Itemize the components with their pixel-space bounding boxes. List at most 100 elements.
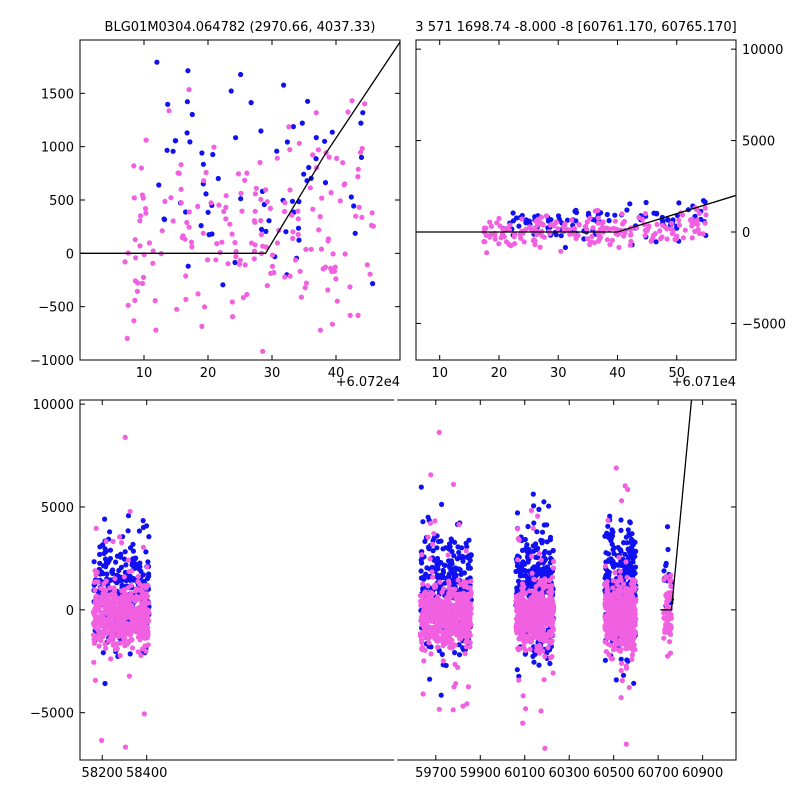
magenta-point: [116, 633, 122, 639]
magenta-point: [525, 635, 532, 641]
magenta-point: [674, 233, 680, 239]
magenta-point: [546, 616, 552, 623]
magenta-point: [436, 706, 442, 712]
magenta-point: [529, 570, 535, 576]
magenta-point: [518, 235, 524, 241]
magenta-point: [542, 633, 548, 639]
magenta-point: [135, 573, 141, 580]
magenta-point: [669, 231, 676, 237]
blue-point: [625, 567, 631, 573]
magenta-point: [139, 280, 146, 286]
blue-point: [461, 570, 467, 576]
blue-point: [618, 527, 624, 534]
magenta-point: [700, 231, 706, 237]
magenta-point: [560, 224, 567, 230]
magenta-point: [453, 628, 459, 634]
magenta-point: [325, 238, 331, 244]
blue-point: [220, 282, 226, 288]
magenta-point: [665, 611, 671, 617]
blue-point: [97, 551, 103, 558]
magenta-point: [537, 648, 544, 654]
magenta-point: [140, 274, 147, 280]
magenta-point: [109, 621, 115, 627]
magenta-point: [619, 498, 625, 504]
blue-point: [543, 570, 549, 577]
magenta-point: [530, 228, 536, 234]
magenta-point: [131, 195, 137, 201]
magenta-point: [430, 613, 436, 620]
magenta-point: [317, 327, 324, 333]
blue-point: [107, 555, 113, 562]
top-right-y-tick-label: −5000: [742, 317, 786, 332]
magenta-point: [330, 251, 336, 257]
magenta-point: [122, 434, 128, 440]
magenta-point: [93, 572, 99, 578]
blue-point: [203, 191, 209, 197]
bottom-y-tick-label: 5000: [41, 501, 74, 516]
magenta-point: [124, 593, 130, 599]
magenta-point: [188, 239, 195, 245]
top-right-x-tick-label: 10: [431, 366, 448, 381]
magenta-point: [214, 241, 220, 247]
magenta-point: [550, 670, 556, 676]
magenta-point: [534, 609, 540, 616]
top-right-panel: 3 571 1698.74 -8.000 -8 [60761.170, 6076…: [415, 20, 786, 390]
magenta-point: [523, 226, 529, 232]
magenta-point: [538, 625, 544, 631]
magenta-point: [127, 508, 133, 515]
magenta-point: [611, 598, 618, 604]
magenta-point: [297, 268, 303, 274]
blue-point: [113, 559, 119, 565]
magenta-point: [313, 110, 319, 116]
magenta-point: [287, 273, 293, 279]
blue-point: [441, 562, 447, 568]
magenta-point: [515, 557, 521, 563]
magenta-point: [629, 652, 636, 658]
magenta-point: [417, 593, 423, 599]
blue-point: [144, 576, 150, 582]
blue-point: [564, 217, 571, 223]
magenta-point: [128, 568, 135, 574]
magenta-point: [129, 602, 135, 609]
blue-point: [522, 651, 528, 657]
blue-point: [468, 552, 474, 558]
magenta-point: [515, 645, 521, 652]
blue-point: [418, 484, 424, 490]
blue-point: [535, 561, 542, 567]
blue-point: [700, 198, 707, 204]
magenta-point: [428, 628, 434, 634]
magenta-point: [435, 644, 441, 650]
magenta-point: [122, 609, 128, 615]
magenta-point: [345, 109, 351, 115]
magenta-point: [122, 621, 128, 627]
magenta-point: [558, 248, 564, 254]
magenta-point: [619, 211, 625, 217]
magenta-point: [612, 218, 619, 224]
magenta-point: [457, 593, 463, 599]
magenta-point: [658, 236, 664, 242]
magenta-point: [615, 641, 621, 647]
magenta-point: [439, 602, 445, 608]
blue-point: [451, 553, 457, 559]
magenta-point: [589, 233, 595, 240]
magenta-point: [536, 581, 542, 587]
blue-point: [123, 562, 129, 568]
magenta-point: [539, 593, 545, 599]
magenta-point: [662, 224, 669, 230]
magenta-point: [526, 599, 532, 605]
blue-point: [516, 223, 522, 229]
magenta-point: [213, 257, 219, 263]
magenta-point: [619, 622, 625, 629]
magenta-point: [170, 218, 176, 224]
magenta-point: [530, 525, 536, 531]
blue-point: [258, 128, 264, 134]
blue-point: [531, 659, 537, 665]
magenta-point: [615, 611, 621, 617]
blue-point: [660, 219, 666, 225]
blue-point: [122, 549, 128, 555]
blue-point: [420, 519, 426, 525]
blue-point: [533, 541, 539, 547]
blue-point: [525, 523, 531, 530]
blue-point: [306, 164, 312, 171]
magenta-point: [438, 612, 444, 619]
